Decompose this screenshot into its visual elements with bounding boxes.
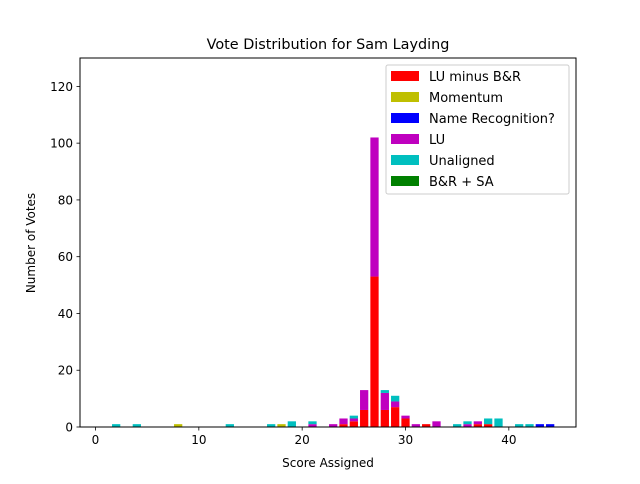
legend-label: Name Recognition?: [429, 112, 555, 127]
bar-segment: [515, 424, 524, 427]
y-tick-label: 0: [65, 421, 73, 435]
bar-segment: [463, 424, 472, 427]
bar-segment: [432, 421, 441, 427]
axes-layer: 0 10 20 30 40 0 20 40 60 80 100 120: [50, 57, 577, 447]
bar-segment: [391, 407, 400, 427]
legend-label: Momentum: [429, 91, 503, 106]
y-tick-label: 80: [58, 193, 73, 207]
legend-label: B&R + SA: [429, 175, 494, 190]
legend-swatch: [391, 71, 419, 81]
legend-swatch: [391, 176, 419, 186]
bar-segment: [484, 424, 493, 427]
bar-segment: [112, 424, 121, 427]
x-tick-label: 40: [501, 433, 516, 447]
bar-segment: [349, 421, 358, 427]
bar-segment: [380, 409, 389, 427]
legend-label: Unaligned: [429, 154, 495, 169]
bar-segment: [360, 409, 369, 427]
x-tick-label: 10: [191, 433, 206, 447]
x-tick-label: 20: [295, 433, 310, 447]
legend-label: LU minus B&R: [429, 70, 521, 85]
bar-segment: [360, 390, 369, 410]
legend: LU minus B&R Momentum Name Recognition? LU U…: [385, 64, 570, 195]
bar-segment: [339, 424, 348, 427]
bar-segment: [401, 418, 410, 427]
bar-segment: [380, 390, 389, 393]
bar-segment: [349, 415, 358, 419]
y-tick-label: 60: [58, 250, 73, 264]
bar-segment: [380, 392, 389, 410]
bar-segment: [225, 424, 234, 427]
bar-segment: [473, 424, 482, 427]
plot-frame: [79, 57, 577, 428]
bar-segment: [287, 421, 296, 427]
bars-layer: [112, 137, 555, 427]
legend-label: LU: [429, 133, 445, 148]
legend-swatch: [391, 92, 419, 102]
bar-segment: [308, 424, 317, 427]
bar-segment: [453, 424, 462, 427]
bar-segment: [370, 276, 379, 427]
bar-segment: [401, 415, 410, 419]
bar-segment: [277, 424, 286, 427]
x-axis-label: Score Assigned: [282, 456, 374, 470]
bar-segment: [525, 424, 534, 427]
bar-segment: [174, 424, 183, 427]
x-tick-label: 0: [92, 433, 100, 447]
y-tick-label: 40: [58, 307, 73, 321]
bar-segment: [391, 395, 400, 402]
bar-segment: [132, 424, 141, 427]
bar-segment: [484, 418, 493, 425]
bar-segment: [494, 418, 503, 427]
bar-segment: [411, 424, 420, 427]
legend-swatch: [391, 113, 419, 123]
bar-segment: [473, 421, 482, 425]
bar-segment: [329, 424, 338, 427]
bar-segment: [349, 418, 358, 422]
legend-swatch: [391, 155, 419, 165]
bar-segment: [267, 424, 276, 427]
chart-title: Vote Distribution for Sam Layding: [207, 37, 450, 53]
x-tick-label: 30: [398, 433, 413, 447]
bar-segment: [370, 137, 379, 277]
bar-segment: [308, 421, 317, 425]
y-tick-label: 100: [50, 137, 73, 151]
bar-segment: [546, 424, 555, 427]
legend-swatch: [391, 134, 419, 144]
bar-segment: [391, 401, 400, 408]
bar-segment: [463, 421, 472, 425]
y-tick-label: 20: [58, 364, 73, 378]
bar-segment: [339, 418, 348, 425]
y-axis-label: Number of Votes: [24, 193, 38, 293]
y-tick-label: 120: [50, 80, 73, 94]
bar-segment: [422, 424, 431, 427]
bar-segment: [535, 424, 544, 427]
legend-box: [385, 64, 570, 195]
